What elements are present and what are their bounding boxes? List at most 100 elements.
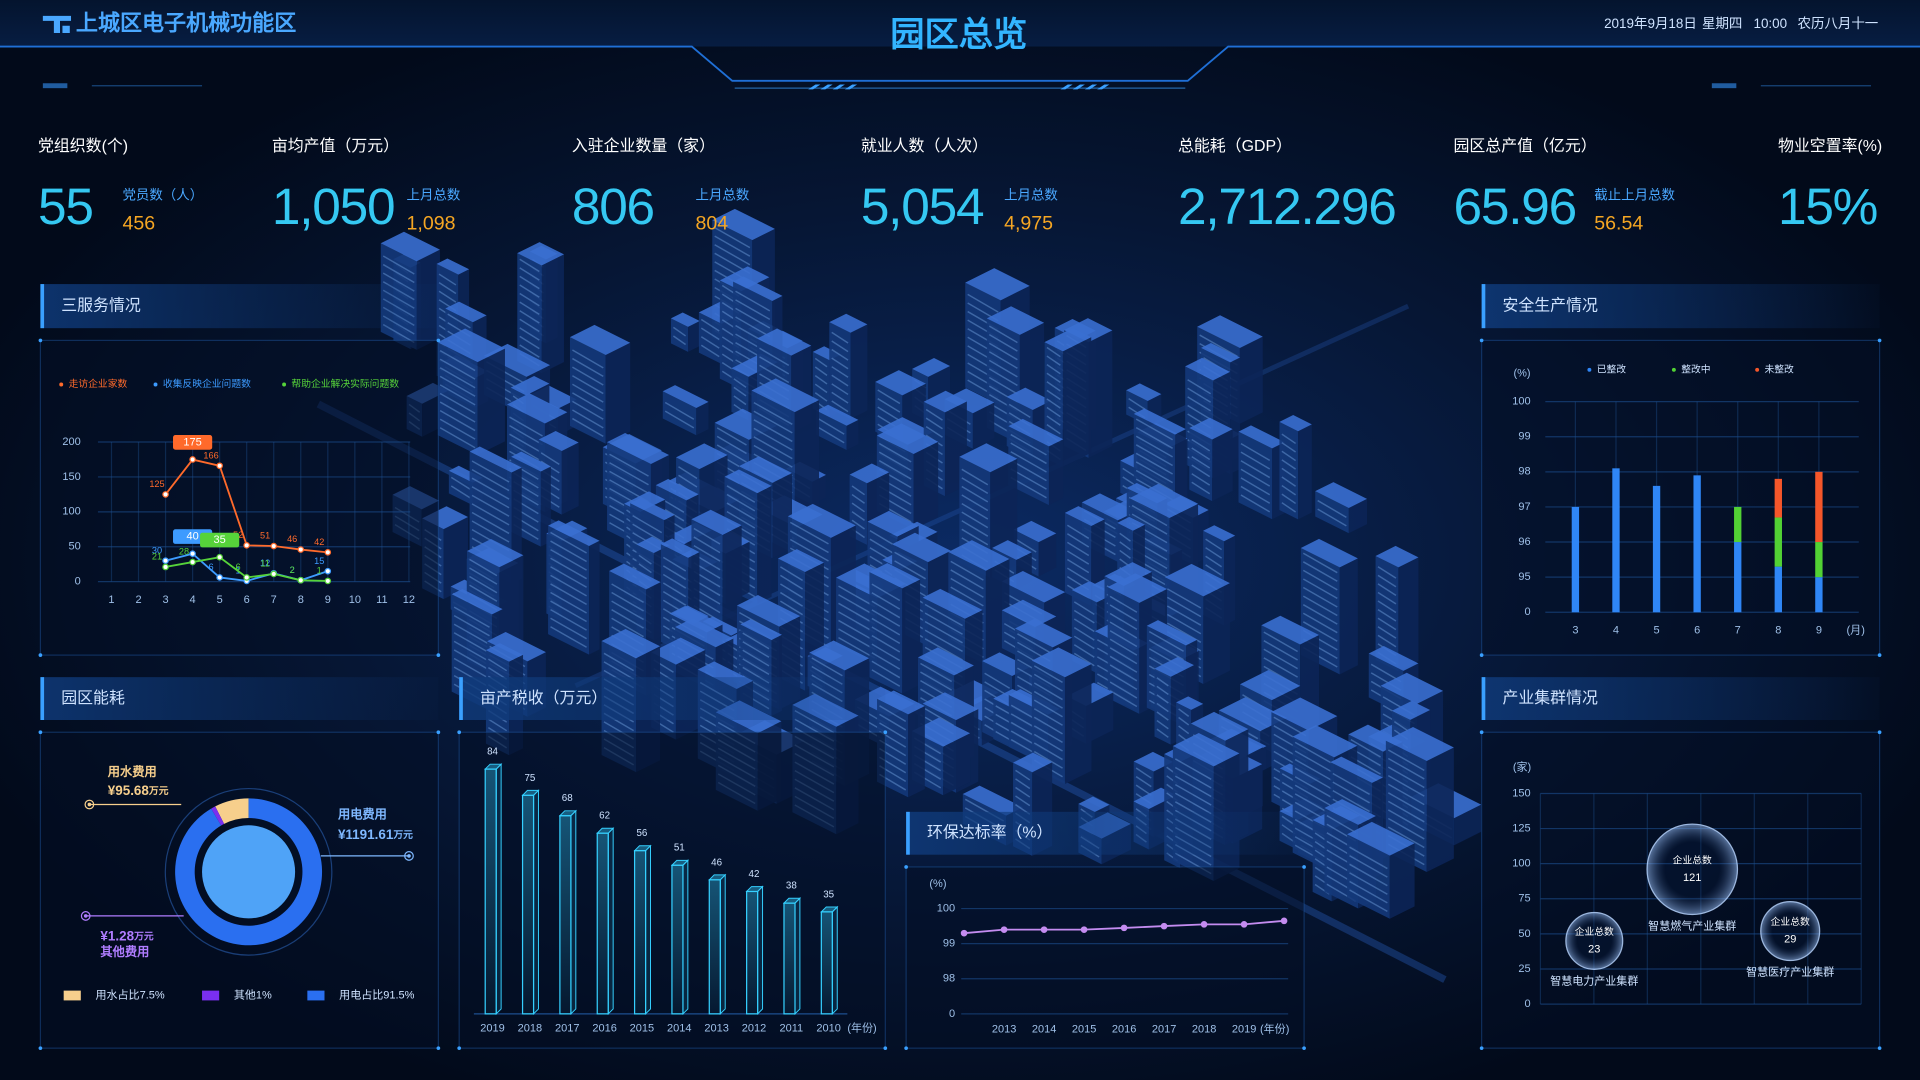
building-roof [1347, 821, 1415, 856]
x-tick-label: 1 [108, 594, 114, 606]
building-windows [1263, 631, 1298, 653]
building-windows [1377, 566, 1397, 579]
building-roof [922, 692, 979, 721]
building-windows [871, 592, 901, 610]
building-windows [1393, 721, 1409, 732]
building-windows [1294, 741, 1333, 764]
building-windows [471, 520, 510, 543]
series-point [324, 549, 332, 556]
building-windows [878, 451, 912, 472]
building-roof [1126, 383, 1162, 401]
building-windows [678, 474, 698, 488]
building-windows [662, 565, 687, 581]
bar [484, 768, 497, 1015]
bubble-caption: 企业总数 [1673, 853, 1712, 866]
x-tick-label: 4 [1613, 625, 1619, 637]
building-windows [894, 560, 926, 580]
building-windows [1240, 468, 1271, 487]
legend-label: 其他1% [234, 988, 272, 1001]
building-face [1154, 668, 1171, 745]
building-windows [1033, 673, 1063, 692]
panel-corner [883, 730, 888, 735]
x-tick-label: 5 [1653, 625, 1659, 637]
bar-top [670, 859, 690, 866]
building-roof [959, 443, 1018, 473]
panel-corner [436, 730, 441, 735]
kpi-label: 总能耗（GDP） [1178, 137, 1292, 155]
building-windows [471, 460, 510, 483]
kpi-sub-value: 4,975 [1004, 212, 1053, 234]
building-windows [1317, 508, 1347, 527]
building-roof [1129, 483, 1199, 519]
building-windows [818, 426, 845, 444]
building-windows [700, 336, 720, 349]
building-face [1315, 491, 1349, 534]
building-windows [984, 672, 1011, 689]
panel-corner [1479, 653, 1484, 657]
building-windows [877, 389, 901, 405]
building-windows [789, 538, 829, 562]
building-windows [988, 325, 1018, 344]
building-roof [1013, 520, 1057, 543]
building-windows [550, 566, 587, 588]
building-windows [780, 566, 803, 582]
building-roof [740, 619, 782, 640]
building-windows [1135, 444, 1173, 467]
building-roof [809, 640, 870, 671]
y-tick-label: 97 [1518, 501, 1530, 513]
building-windows [967, 293, 999, 313]
building-face [1375, 555, 1399, 672]
x-tick-label: 8 [298, 594, 304, 606]
building-face [477, 348, 505, 456]
building-windows [869, 538, 896, 555]
data-label: 84 [487, 747, 498, 758]
building-windows [438, 273, 457, 286]
building-windows [1109, 595, 1138, 613]
kpi-label: 入驻企业数量（家） [572, 137, 715, 155]
bar-side [533, 789, 539, 1016]
building-windows [1332, 772, 1370, 795]
building-roof [601, 629, 661, 659]
kpi-sub-label: 上月总数 [1004, 187, 1058, 202]
pie-center [202, 825, 296, 919]
building-windows [609, 453, 649, 477]
building-roof [436, 258, 470, 275]
building-windows [550, 557, 587, 580]
building-windows [438, 282, 457, 295]
building-windows [1131, 513, 1168, 535]
building-windows [1187, 387, 1212, 403]
legend-dot [59, 382, 64, 387]
building-windows [1033, 733, 1063, 752]
header-dash [1060, 84, 1073, 90]
building-windows [851, 485, 865, 496]
bubble-caption: 企业总数 [1771, 915, 1810, 928]
series-point [189, 550, 196, 558]
x-tick-label: 3 [1572, 625, 1578, 637]
building-windows [1135, 427, 1173, 449]
building-roof [738, 456, 792, 483]
data-label: 15 [314, 556, 324, 566]
building-windows [1240, 494, 1271, 513]
bar [671, 864, 684, 1015]
building-windows [950, 569, 984, 590]
x-tick-label: 4 [190, 594, 196, 606]
series-point [1240, 921, 1248, 928]
building-windows [961, 468, 989, 486]
building-roof [1133, 751, 1173, 772]
building-roof [1279, 415, 1312, 432]
x-tick-label: 2 [135, 594, 141, 606]
legend-swatch [202, 990, 220, 1001]
building-windows [1187, 379, 1212, 395]
building-face [1279, 421, 1299, 520]
y-tick-label: 99 [1518, 431, 1530, 443]
bubble [1646, 823, 1739, 916]
building-windows [1046, 398, 1061, 409]
panel-corner [904, 865, 908, 869]
building-windows [714, 226, 751, 249]
building-roof [1201, 342, 1240, 363]
building-windows [726, 493, 756, 512]
y-tick-label: 150 [62, 471, 80, 483]
building-windows [439, 409, 476, 432]
building-windows [603, 652, 635, 672]
building-face [1398, 557, 1419, 672]
